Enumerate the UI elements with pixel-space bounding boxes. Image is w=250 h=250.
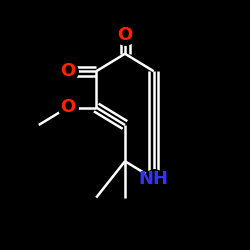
- Text: O: O: [118, 26, 132, 44]
- Text: O: O: [60, 98, 75, 116]
- Text: NH: NH: [139, 170, 169, 188]
- Text: O: O: [60, 62, 75, 80]
